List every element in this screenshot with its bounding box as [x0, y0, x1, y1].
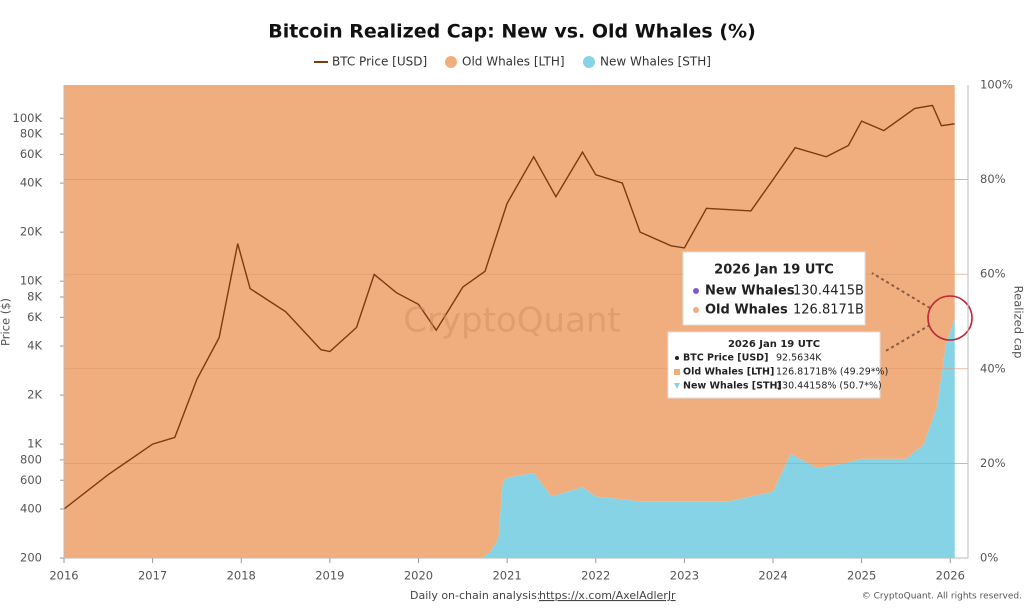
watermark: CryptoQuant: [403, 301, 621, 341]
tooltip: 2026 Jan 19 UTC BTC Price [USD] 92.5634K…: [667, 331, 888, 399]
tooltip-marker: [674, 383, 680, 389]
copyright: © CryptoQuant. All rights reserved.: [862, 592, 1022, 602]
y-tick-label: 100K: [13, 111, 43, 125]
area: [64, 85, 955, 558]
tooltip-value: 130.44158% (50.7*%): [776, 381, 882, 392]
y-tick-label: 1K: [27, 437, 42, 451]
tooltip-marker: [693, 307, 699, 313]
x-tick-label: 2026: [936, 569, 965, 583]
y2-tick-label: 60%: [980, 267, 1006, 281]
tooltip-label: New Whales [STH]: [683, 381, 782, 392]
chart-title: Bitcoin Realized Cap: New vs. Old Whales…: [268, 21, 756, 43]
x-tick-label: 2023: [670, 569, 699, 583]
highlight-circle: [927, 295, 973, 341]
footer-link[interactable]: https://x.com/AxelAdlerJr: [539, 589, 676, 602]
tooltip-value: 92.5634K: [776, 353, 822, 364]
y-tick-label: 60K: [20, 147, 43, 161]
x-tick-label: 2019: [315, 569, 344, 583]
legend-label: Old Whales [LTH]: [462, 55, 565, 69]
tooltip-label: New Whales: [705, 284, 795, 299]
y-tick-label: 6K: [27, 310, 42, 324]
y-tick-label: 400: [20, 501, 42, 515]
y-tick-label: 4K: [27, 339, 42, 353]
arrow: [871, 272, 931, 309]
y-tick-label: 10K: [20, 274, 43, 288]
y-tick-label: 800: [20, 452, 42, 466]
y-tick-label: 80K: [20, 127, 43, 141]
footer-text: Daily on-chain analysis:: [410, 589, 541, 602]
y-tick-label: 200: [20, 551, 42, 565]
tooltip-marker: [693, 288, 699, 294]
y-axis-label: Price ($): [0, 298, 13, 346]
y-tick-label: 8K: [27, 289, 42, 303]
y-tick-label: 600: [20, 473, 42, 487]
x-tick-label: 2016: [49, 569, 78, 583]
plot-area: [63, 85, 968, 558]
legend-label: New Whales [STH]: [600, 55, 711, 69]
x-tick-label: 2022: [581, 569, 610, 583]
y-tick-label: 20K: [20, 225, 43, 239]
price-line: [63, 104, 955, 510]
legend-marker: [583, 56, 595, 68]
x-tick-label: 2024: [758, 569, 787, 583]
tooltip-value: 126.8171B% (49.29*%): [776, 367, 888, 378]
tooltip-label: Old Whales [LTH]: [683, 367, 774, 378]
tooltip-box: [667, 331, 881, 399]
tooltip-marker: [675, 356, 679, 360]
tooltip-marker: [674, 369, 680, 375]
y2-tick-label: 0%: [980, 551, 998, 565]
tooltip-box: [682, 251, 866, 326]
arrow: [883, 324, 931, 353]
tooltip-label: Old Whales: [705, 303, 788, 318]
tooltip-title: 2026 Jan 19 UTC: [714, 263, 834, 278]
x-tick-label: 2017: [138, 569, 167, 583]
legend-label: BTC Price [USD]: [332, 55, 427, 69]
tooltip: 2026 Jan 19 UTC New Whales 130.4415B Old…: [682, 251, 866, 326]
tooltip-value: 126.8171B: [793, 303, 864, 318]
y2-tick-label: 100%: [980, 78, 1013, 92]
tooltip-label: BTC Price [USD]: [683, 353, 768, 364]
x-tick-label: 2021: [492, 569, 521, 583]
x-tick-label: 2018: [227, 569, 256, 583]
area: [64, 318, 955, 558]
y2-tick-label: 80%: [980, 172, 1006, 186]
x-tick-label: 2025: [847, 569, 876, 583]
x-tick-label: 2020: [404, 569, 433, 583]
y2-tick-label: 40%: [980, 361, 1006, 375]
y2-axis-label: Realized cap: [1012, 286, 1024, 359]
y-tick-label: 2K: [27, 388, 42, 402]
tooltip-value: 130.4415B: [793, 284, 864, 299]
tooltip-title: 2026 Jan 19 UTC: [728, 339, 820, 350]
legend-marker: [445, 56, 457, 68]
y2-tick-label: 20%: [980, 456, 1006, 470]
y-tick-label: 40K: [20, 176, 43, 190]
